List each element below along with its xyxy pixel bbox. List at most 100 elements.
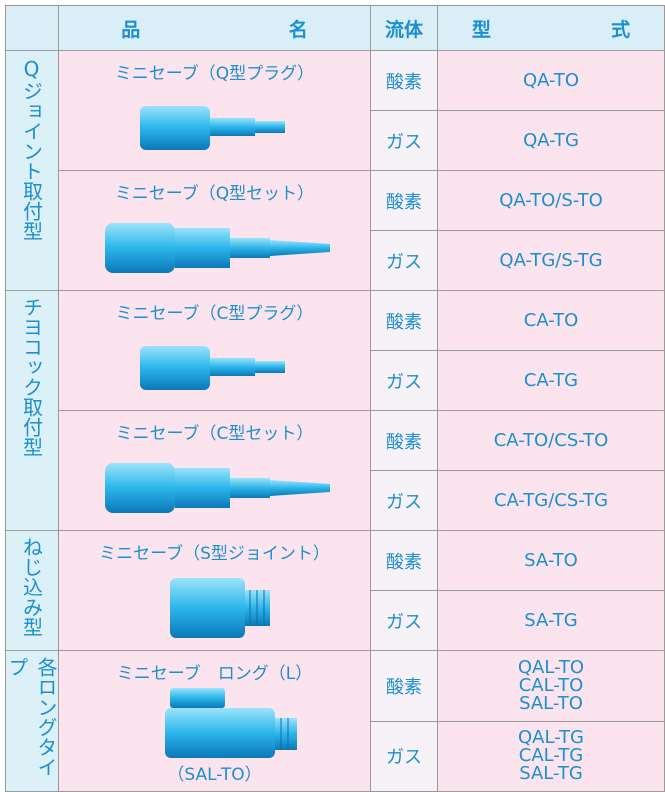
fluid-cell: ガス: [370, 110, 438, 171]
fluid-cell: 酸素: [370, 410, 438, 471]
fitting-image: [95, 208, 335, 288]
header-text: 式: [611, 15, 630, 42]
model-cell: QA-TG: [437, 110, 665, 171]
model-cell: CA-TO: [437, 290, 665, 351]
fluid-text: ガス: [386, 248, 422, 274]
fluid-cell: 酸素: [370, 290, 438, 351]
group-cell: 各ロングタイプ: [5, 650, 59, 792]
model-cell: CA-TO/CS-TO: [437, 410, 665, 471]
model-text: SA-TO: [524, 552, 578, 570]
group-label: チヨコック取付型: [18, 297, 47, 457]
fitting-part: [175, 468, 230, 508]
model-text: QA-TO: [523, 72, 579, 90]
fitting-image: [95, 448, 335, 528]
header-text: 流体: [385, 15, 423, 42]
fitting-part: [255, 121, 285, 133]
product-cell: ミニセーブ（Q型セット）: [58, 170, 371, 291]
model-cell: QA-TO: [437, 50, 665, 111]
model-cell: CA-TG/CS-TG: [437, 470, 665, 531]
fitting-part: [140, 346, 210, 390]
fitting-part: [105, 463, 175, 513]
product-name: ミニセーブ（Q型セット）: [115, 179, 314, 204]
model-text: CA-TO/CS-TO: [494, 432, 609, 450]
product-cell: ミニセーブ（S型ジョイント）: [58, 530, 371, 651]
fitting-part: [270, 240, 330, 256]
group-label: 各ロングタイプ: [3, 657, 61, 791]
model-text: QA-TO/S-TO: [499, 192, 603, 210]
model-cell: SA-TO: [437, 530, 665, 591]
product-name: ミニセーブ（Q型プラグ）: [115, 59, 314, 84]
fluid-text: 酸素: [386, 673, 422, 699]
fitting-part: [165, 708, 275, 758]
fitting-part: [230, 478, 270, 498]
model-text: SAL-TO: [519, 695, 583, 713]
fluid-cell: ガス: [370, 350, 438, 411]
model-cell: QA-TO/S-TO: [437, 170, 665, 231]
group-cell: チヨコック取付型: [5, 290, 59, 531]
product-name: ミニセーブ ロング（L）: [117, 659, 312, 684]
product-caption: （SAL-TO）: [167, 760, 261, 785]
fluid-text: ガス: [386, 608, 422, 634]
fitting-part: [210, 358, 255, 376]
header-model: 型式: [437, 5, 665, 51]
fluid-text: ガス: [386, 368, 422, 394]
group-cell: ねじ込み型: [5, 530, 59, 651]
fluid-text: ガス: [386, 488, 422, 514]
product-cell: ミニセーブ（Q型プラグ）: [58, 50, 371, 171]
fitting-part: [170, 578, 245, 638]
header-product: 品名: [58, 5, 371, 51]
product-name: ミニセーブ（C型セット）: [116, 419, 314, 444]
fluid-cell: ガス: [370, 590, 438, 651]
model-text: QA-TG: [523, 132, 579, 150]
fluid-cell: 酸素: [370, 170, 438, 231]
header-fluid: 流体: [370, 5, 438, 51]
fluid-cell: ガス: [370, 721, 438, 792]
product-name: ミニセーブ（C型プラグ）: [116, 299, 314, 324]
fluid-text: 酸素: [386, 68, 422, 94]
group-label: Qジョイント取付型: [18, 57, 47, 241]
fitting-part: [140, 106, 210, 150]
model-text: CA-TO: [524, 312, 579, 330]
fluid-text: 酸素: [386, 308, 422, 334]
fitting-part: [175, 228, 230, 268]
fluid-cell: 酸素: [370, 50, 438, 111]
fluid-text: 酸素: [386, 428, 422, 454]
fitting-part: [105, 223, 175, 273]
header-corner: [5, 5, 59, 51]
model-cell: SA-TG: [437, 590, 665, 651]
fitting-part: [275, 718, 297, 750]
product-name: ミニセーブ（S型ジョイント）: [99, 539, 330, 564]
fluid-cell: 酸素: [370, 650, 438, 722]
fluid-cell: ガス: [370, 470, 438, 531]
fluid-text: ガス: [386, 743, 422, 769]
model-cell: QA-TG/S-TG: [437, 230, 665, 291]
group-cell: Qジョイント取付型: [5, 50, 59, 291]
fitting-part: [210, 118, 255, 136]
fitting-part: [230, 238, 270, 258]
fitting-part: [170, 688, 225, 708]
model-text: CA-TG: [524, 372, 578, 390]
fitting-image: [95, 568, 335, 648]
header-text: 型: [472, 15, 491, 42]
fluid-text: 酸素: [386, 548, 422, 574]
fitting-image: [95, 328, 335, 408]
fluid-cell: 酸素: [370, 530, 438, 591]
product-cell: ミニセーブ（C型セット）: [58, 410, 371, 531]
fitting-image: [95, 688, 335, 760]
model-text: CA-TG/CS-TG: [494, 492, 608, 510]
fitting-part: [270, 480, 330, 496]
model-text: SAL-TG: [519, 765, 583, 783]
fitting-part: [255, 361, 285, 373]
fluid-text: 酸素: [386, 188, 422, 214]
fluid-cell: ガス: [370, 230, 438, 291]
fitting-image: [95, 88, 335, 168]
product-cell: ミニセーブ（C型プラグ）: [58, 290, 371, 411]
model-text: SA-TG: [524, 612, 577, 630]
fluid-text: ガス: [386, 128, 422, 154]
header-text: 品: [121, 15, 140, 42]
header-text: 名: [289, 15, 308, 42]
model-text: QA-TG/S-TG: [499, 252, 602, 270]
